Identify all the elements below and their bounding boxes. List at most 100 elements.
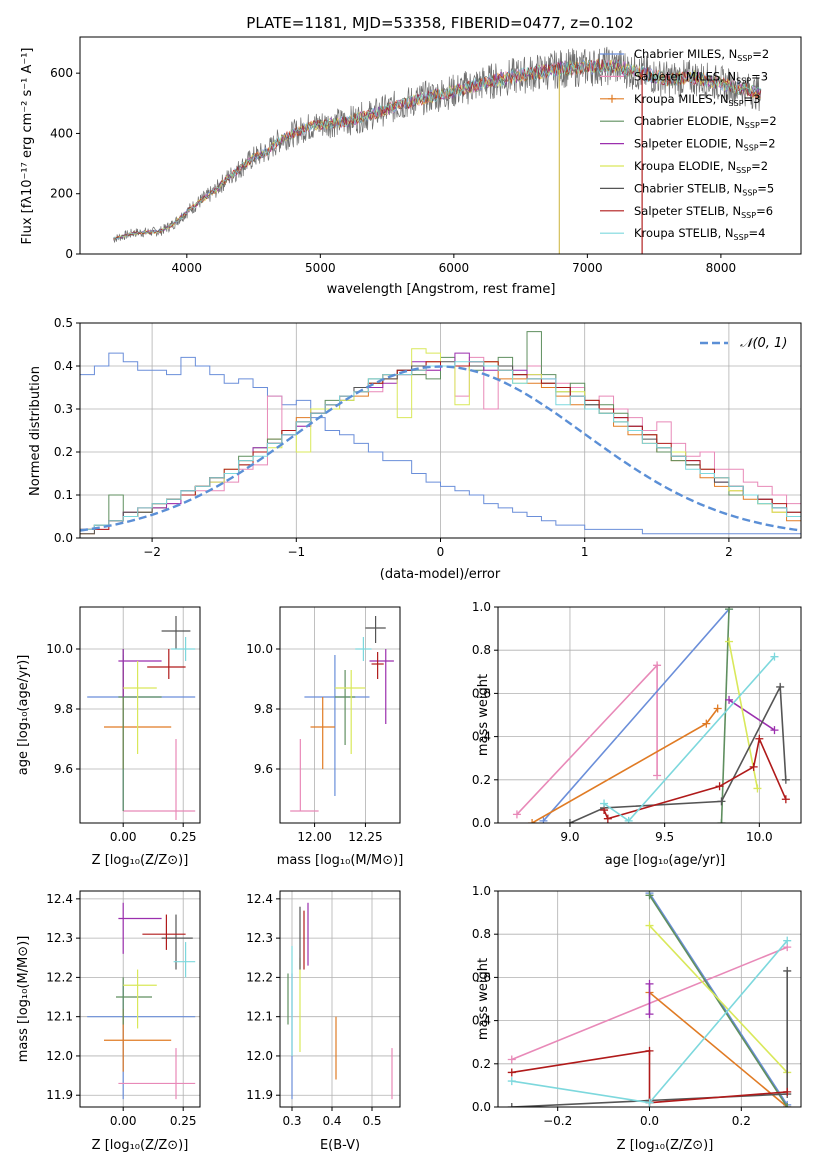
mass-z-errorbar-point	[142, 914, 186, 950]
weight-age-point-marker	[781, 775, 790, 784]
age-mass-errorbar-point	[365, 616, 386, 643]
weight-z-point-marker	[783, 1087, 792, 1096]
age-z-y-tick-label: 10.0	[46, 642, 73, 656]
weight-z-axes: −0.2 0.0 0.2 0.0 0.2 0.4 0.6 0.8 1.0	[472, 884, 802, 1128]
spectrum-x-tick-label: 4000	[172, 261, 203, 275]
legend-entry: Kroupa ELODIE, NSSP=2	[634, 159, 768, 175]
mass-z-y-tick-label: 12.1	[46, 1010, 73, 1024]
residual-x-tick-label: −2	[143, 545, 161, 559]
residual-y-label: Normed distribution	[28, 366, 43, 496]
weight-age-y-tick-label: 0.0	[472, 816, 491, 830]
spectrum-axes: 4000 5000 6000 7000 8000 0 200 400 600	[50, 36, 802, 275]
age-z-axes: 0.00 0.25 9.6 9.8 10.0	[46, 606, 201, 844]
age-mass-errorbar-point	[290, 739, 319, 812]
weight-age-point-marker	[725, 695, 734, 704]
mass-z-errorbar-point	[116, 977, 152, 1025]
weight-age-y-label: mass weight	[476, 674, 491, 756]
residual-y-tick-label: 0.1	[54, 488, 73, 502]
spectrum-x-tick-label: 5000	[305, 261, 336, 275]
legend-entry-subscript: SSP	[729, 99, 744, 108]
mass-ebv-plot-area	[287, 902, 393, 1100]
weight-z-series-line	[648, 991, 788, 1107]
age-z-x-label: Z [log₁₀(Z/Z⊙)]	[92, 853, 189, 868]
weight-age-x-tick-label: 9.5	[655, 830, 674, 844]
mass-z-y-tick-label: 12.2	[46, 970, 73, 984]
weight-age-y-tick-label: 0.8	[472, 643, 491, 657]
mass-ebv-y-tick-label: 12.3	[246, 931, 273, 945]
weight-age-series-line	[728, 641, 759, 789]
mass-z-x-tick-label: 0.25	[170, 1114, 197, 1128]
legend-entry-subscript: SSP	[742, 188, 757, 197]
weight-z-x-tick-label: −0.2	[543, 1114, 572, 1128]
legend-entry-value: =4	[749, 226, 766, 240]
residual-y-tick-label: 0.4	[54, 359, 73, 373]
legend-entry-value: =3	[751, 69, 768, 83]
weight-age-point-marker	[539, 816, 548, 823]
residual-histogram-step	[80, 361, 801, 538]
legend-entry: Salpeter STELIB, NSSP=6	[634, 204, 773, 220]
age-mass-errorbar-point	[371, 652, 384, 679]
weight-z-point-marker	[645, 921, 654, 930]
age-z-y-tick-label: 9.6	[54, 762, 73, 776]
weight-age-point-marker	[749, 762, 758, 771]
legend-entry: Kroupa STELIB, NSSP=4	[634, 226, 765, 242]
age-z-errorbar-point	[123, 739, 196, 820]
weight-age-series-line	[603, 656, 776, 822]
legend-entry-value: =2	[752, 47, 769, 61]
weight-z-point-marker	[783, 966, 792, 975]
legend-entry-subscript: SSP	[736, 166, 751, 175]
legend-entry-text: Salpeter MILES, N	[634, 69, 736, 83]
legend-entry-text: Kroupa STELIB, N	[634, 226, 734, 240]
weight-z-y-tick-label: 0.4	[472, 1014, 491, 1028]
legend-entry-text: Salpeter ELODIE, N	[634, 137, 744, 151]
age-mass-axes: 12.00 12.25 9.6 9.8 10.0	[246, 606, 401, 844]
weight-age-x-tick-label: 10.0	[746, 830, 773, 844]
model-spectrum-line	[113, 58, 762, 240]
mass-ebv-axes: 0.3 0.4 0.5 11.9 12.0 12.1 12.2 12.3 12.4	[246, 890, 401, 1128]
age-mass-x-label: mass [log₁₀(M/M⊙)]	[277, 853, 404, 868]
age-mass-plot-area	[290, 616, 394, 812]
mass-z-x-label: Z [log₁₀(Z/Z⊙)]	[92, 1138, 189, 1153]
legend-marker	[608, 94, 616, 103]
weight-age-series-line	[569, 683, 787, 823]
legend-entry-text: Kroupa MILES, N	[634, 92, 729, 106]
weight-vs-metallicity-panel: −0.2 0.0 0.2 0.0 0.2 0.4 0.6 0.8 1.0	[472, 884, 802, 1128]
mass-ebv-x-tick-label: 0.4	[322, 1114, 341, 1128]
weight-z-point-marker	[645, 891, 654, 900]
mass-z-x-tick-label: 0.00	[110, 1114, 137, 1128]
residual-histogram-step	[80, 352, 801, 535]
legend-entry-subscript: SSP	[737, 54, 752, 63]
age-z-errorbar-point	[118, 649, 162, 697]
weight-z-point-marker	[507, 1068, 516, 1077]
legend-entry-value: =2	[759, 137, 776, 151]
weight-z-x-tick-label: 0.2	[732, 1114, 751, 1128]
legend-entry-subscript: SSP	[736, 76, 751, 85]
residual-y-tick-label: 0.0	[54, 531, 73, 545]
spectrum-y-tick-label: 600	[50, 66, 73, 80]
legend-entry-subscript: SSP	[741, 211, 756, 220]
mass-z-errorbar-point	[118, 902, 162, 954]
age-z-x-tick-label: 0.00	[110, 830, 137, 844]
weight-vs-age-panel: 9.0 9.5 10.0 0.0 0.2 0.4 0.6 0.8 1.0	[472, 600, 802, 844]
normal-distribution-curve	[80, 365, 801, 532]
legend-entry: Kroupa MILES, NSSP=3	[634, 92, 760, 108]
weight-age-point-marker	[653, 771, 662, 780]
age-mass-x-tick-label: 12.25	[348, 830, 382, 844]
weight-age-axes: 9.0 9.5 10.0 0.0 0.2 0.4 0.6 0.8 1.0	[472, 600, 802, 844]
weight-age-point-marker	[770, 726, 779, 735]
age-vs-metallicity-panel: 0.00 0.25 9.6 9.8 10.0	[46, 606, 201, 844]
model-spectrum-line	[113, 59, 762, 240]
legend-entry-value: =3	[744, 92, 761, 106]
weight-age-x-tick-label: 9.0	[560, 830, 579, 844]
weight-age-point-marker	[725, 607, 734, 614]
legend-entry-text: Salpeter STELIB, N	[634, 204, 741, 218]
weight-age-series-line	[531, 708, 719, 823]
age-mass-errorbar-point	[334, 670, 356, 745]
weight-z-x-tick-label: 0.0	[640, 1114, 659, 1128]
mass-ebv-x-tick-label: 0.5	[362, 1114, 381, 1128]
weight-age-point-marker	[770, 652, 779, 661]
mass-z-errorbar-point	[118, 1048, 196, 1100]
mass-ebv-y-tick-label: 11.9	[246, 1088, 273, 1102]
weight-z-x-label: Z [log₁₀(Z/Z⊙)]	[617, 1138, 714, 1153]
weight-age-point-marker	[717, 819, 726, 823]
